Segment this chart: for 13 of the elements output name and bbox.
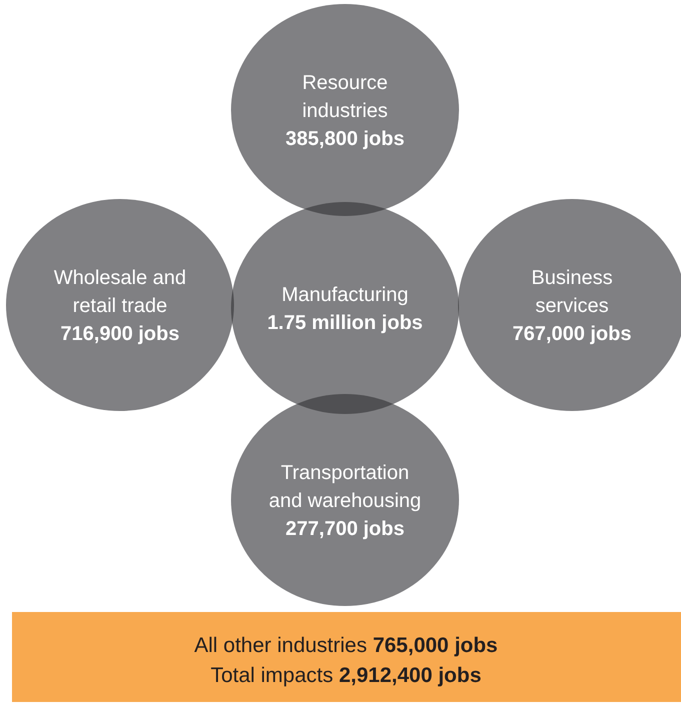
data-label: 1.75 million jobs bbox=[267, 312, 423, 334]
category-label: Wholesale and retail trade bbox=[54, 267, 186, 317]
data-label: 767,000 jobs bbox=[512, 323, 632, 345]
category-label: Transportation and warehousing bbox=[268, 462, 422, 512]
category-label: Business services bbox=[531, 267, 613, 317]
text: Total impacts 2,912,400 jobs bbox=[210, 664, 482, 687]
data-label: 716,900 jobs bbox=[60, 323, 180, 345]
category-label: Resource industries bbox=[302, 72, 388, 122]
category-label: Manufacturing bbox=[282, 284, 408, 306]
category-label: All other industries bbox=[194, 634, 367, 657]
data-label: 277,700 jobs bbox=[286, 518, 404, 540]
data-label: 385,800 jobs bbox=[286, 128, 404, 150]
data-label: 765,000 jobs bbox=[372, 634, 498, 657]
